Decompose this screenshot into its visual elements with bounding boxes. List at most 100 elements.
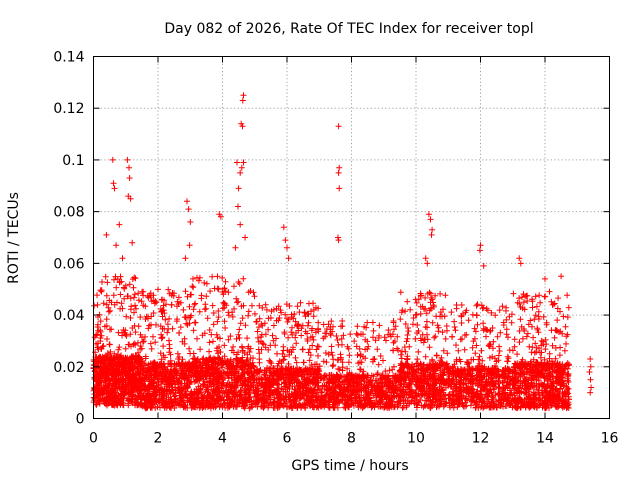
- data-point: [127, 315, 134, 321]
- data-point: [177, 324, 184, 331]
- data-point: [106, 326, 113, 333]
- data-point: [113, 376, 120, 383]
- data-point: [255, 346, 262, 353]
- data-point: [151, 359, 158, 366]
- data-point: [105, 382, 112, 389]
- data-point: [127, 331, 134, 338]
- data-point: [236, 335, 243, 341]
- data-point: [123, 369, 130, 376]
- data-point: [99, 387, 105, 394]
- data-point: [93, 401, 100, 408]
- data-point: [148, 345, 155, 352]
- data-point: [403, 338, 410, 345]
- data-point: [123, 332, 130, 339]
- data-point: [140, 288, 147, 295]
- data-point: [121, 285, 128, 292]
- data-point: [126, 281, 133, 288]
- data-point: [254, 334, 261, 341]
- data-point: [474, 321, 481, 328]
- chart-title: Day 082 of 2026, Rate Of TEC Index for r…: [164, 21, 533, 37]
- data-point: [131, 294, 137, 301]
- data-point: [147, 383, 154, 390]
- data-point: [432, 333, 439, 340]
- data-point: [176, 329, 183, 336]
- data-point: [472, 350, 479, 357]
- data-point: [184, 380, 191, 386]
- data-point: [474, 301, 481, 308]
- data-point: [346, 352, 353, 359]
- data-point: [174, 316, 181, 323]
- data-point: [113, 353, 120, 360]
- data-point: [98, 287, 105, 294]
- data-point: [101, 354, 108, 361]
- data-point: [119, 305, 126, 312]
- data-point: [144, 386, 151, 393]
- data-point: [175, 401, 182, 408]
- data-point: [410, 321, 416, 328]
- data-point: [178, 375, 185, 382]
- data-point: [231, 283, 237, 290]
- data-point: [148, 321, 154, 328]
- data-point: [256, 356, 263, 363]
- data-point: [151, 368, 158, 375]
- data-point: [100, 300, 107, 307]
- data-point: [143, 373, 150, 380]
- data-point: [116, 344, 123, 351]
- data-point: [106, 341, 113, 348]
- data-point: [118, 352, 125, 359]
- data-point: [406, 343, 413, 350]
- data-point: [159, 313, 166, 320]
- data-point: [148, 404, 155, 411]
- data-point: [130, 284, 137, 291]
- data-point: [94, 375, 101, 382]
- data-point: [111, 301, 118, 308]
- data-point: [435, 328, 442, 335]
- data-point: [181, 391, 188, 398]
- data-point: [137, 314, 144, 321]
- data-point: [453, 342, 459, 349]
- data-point: [335, 341, 342, 348]
- data-point: [201, 279, 208, 286]
- data-point: [383, 337, 389, 344]
- data-point: [471, 325, 478, 332]
- data-point: [123, 388, 130, 395]
- data-point: [163, 301, 169, 308]
- data-point: [370, 327, 377, 334]
- data-point: [146, 370, 153, 377]
- data-point: [142, 303, 149, 310]
- data-point: [203, 293, 210, 300]
- data-point: [135, 297, 142, 304]
- data-point: [153, 299, 160, 306]
- data-point: [103, 292, 110, 299]
- data-point: [458, 320, 465, 326]
- data-point: [99, 343, 106, 350]
- data-point: [189, 283, 196, 290]
- data-point: [203, 305, 209, 312]
- data-point: [171, 367, 178, 374]
- data-point: [197, 346, 204, 353]
- data-point: [145, 325, 152, 332]
- data-point: [132, 302, 138, 309]
- data-point: [209, 273, 216, 280]
- data-point: [165, 394, 172, 401]
- data-point: [96, 371, 103, 378]
- data-point: [97, 327, 104, 334]
- data-point: [166, 403, 173, 410]
- data-point: [105, 367, 112, 374]
- data-point: [176, 354, 183, 360]
- data-point: [154, 403, 161, 410]
- data-point: [106, 355, 113, 362]
- data-point: [214, 273, 221, 280]
- data-point: [204, 315, 211, 322]
- data-point: [155, 286, 161, 293]
- data-point: [225, 309, 232, 316]
- data-point: [404, 335, 411, 342]
- data-point: [165, 286, 172, 293]
- data-point: [103, 316, 110, 323]
- data-point: [453, 302, 460, 308]
- data-point: [128, 377, 135, 384]
- data-point: [125, 398, 132, 404]
- data-point: [158, 308, 165, 315]
- data-point: [150, 292, 157, 299]
- data-point: [297, 299, 304, 306]
